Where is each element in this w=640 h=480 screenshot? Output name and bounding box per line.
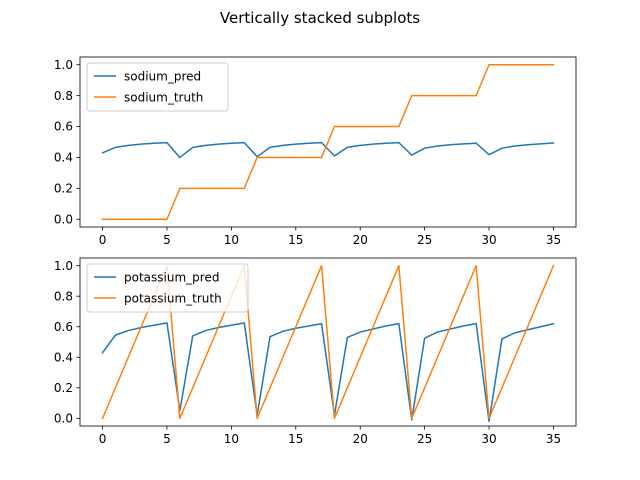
y-tick-label: 0.8 [54,89,73,103]
x-tick-label: 20 [353,233,368,247]
legend-label-potassium_truth: potassium_truth [124,291,222,305]
y-tick-label: 0.4 [54,151,73,165]
y-tick-label: 0.0 [54,212,73,226]
x-tick-label: 0 [99,233,107,247]
x-tick-label: 35 [546,233,561,247]
x-tick-label: 35 [546,432,561,446]
y-tick-label: 0.6 [54,120,73,134]
legend-label-potassium_pred: potassium_pred [124,270,219,284]
y-tick-label: 0.4 [54,350,73,364]
subplots: 0 5 10 15 20 25 30 35 0.0 0.2 0.4 0.6 0.8 1.0 sodium_p… [54,56,577,446]
x-tick-label: 15 [288,432,303,446]
y-tick-label: 0.6 [54,320,73,334]
y-tick-label: 1.0 [54,58,73,72]
x-tick-label: 5 [163,432,171,446]
series-line-sodium_pred [101,141,555,159]
axes-frame [79,257,577,427]
plot-area [101,63,555,221]
legend-label-sodium_pred: sodium_pred [124,69,201,83]
x-tick-label: 20 [353,432,368,446]
subplot-2: 0 5 10 15 20 25 30 35 0.0 0.2 0.4 0.6 0.8 1.0 potassiu… [54,257,577,446]
y-tick-label: 0.8 [54,289,73,303]
x-tick-label: 0 [99,432,107,446]
legend: sodium_pred sodium_truth [86,62,229,112]
legend-box [86,263,249,313]
figure-title: Vertically stacked subplots [220,9,420,27]
x-tick-label: 5 [163,233,171,247]
x-tick-label: 15 [288,233,303,247]
plot-area [101,264,555,423]
series-line-potassium_truth [101,264,555,420]
x-tick-label: 30 [481,233,496,247]
x-tick-label: 25 [417,432,432,446]
x-tick-label: 25 [417,233,432,247]
legend-label-sodium_truth: sodium_truth [124,90,203,104]
subplot-1: 0 5 10 15 20 25 30 35 0.0 0.2 0.4 0.6 0.8 1.0 sodium_p… [54,56,577,247]
y-tick-label: 0.2 [54,182,73,196]
x-tick-label: 10 [224,233,239,247]
legend: potassium_pred potassium_truth [86,263,249,313]
y-tick-label: 1.0 [54,259,73,273]
legend-box [86,62,229,112]
x-tick-label: 30 [481,432,496,446]
y-tick-label: 0.0 [54,412,73,426]
axes-frame [79,56,577,228]
x-tick-label: 10 [224,432,239,446]
y-tick-label: 0.2 [54,381,73,395]
series-line-sodium_truth [101,63,555,221]
